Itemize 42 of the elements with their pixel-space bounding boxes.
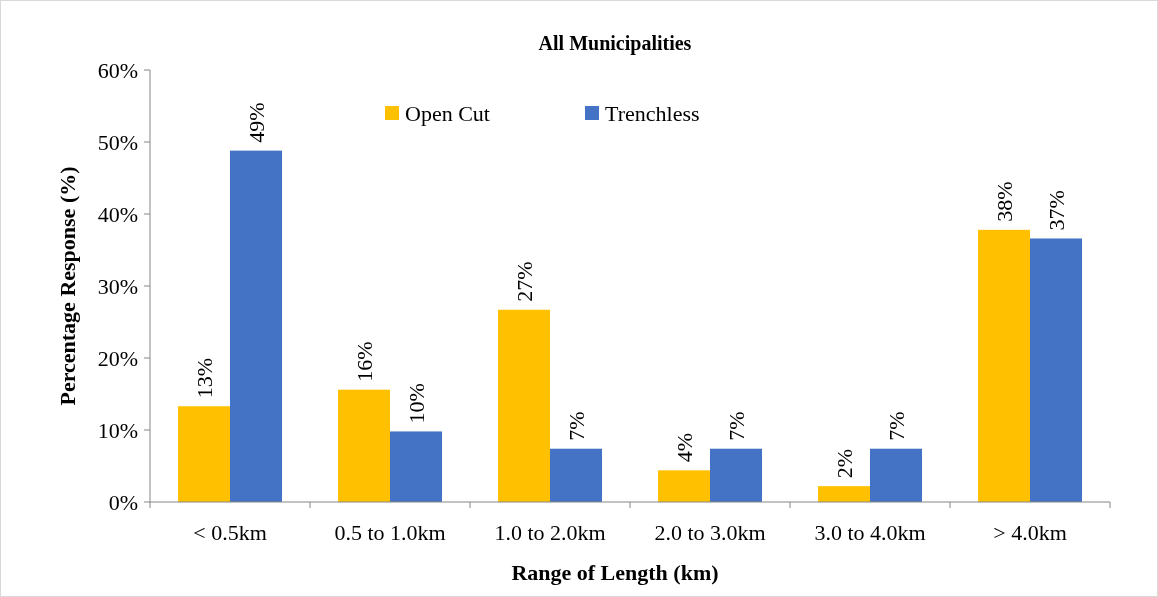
- data-label: 37%: [1044, 190, 1069, 231]
- legend-label: Open Cut: [405, 100, 490, 126]
- bar: [710, 448, 762, 502]
- data-label: 7%: [724, 411, 749, 441]
- data-label: 10%: [404, 383, 429, 424]
- data-label: 7%: [884, 411, 909, 441]
- bar: [178, 406, 230, 502]
- data-label: 7%: [564, 411, 589, 441]
- x-axis-title: Range of Length (km): [511, 560, 719, 585]
- x-tick-label: 2.0 to 3.0km: [654, 520, 766, 545]
- bar: [230, 150, 282, 502]
- y-tick-label: 40%: [97, 201, 138, 227]
- data-label: 16%: [352, 341, 377, 382]
- x-tick-label: 3.0 to 4.0km: [814, 520, 926, 545]
- data-label: 2%: [832, 448, 857, 479]
- x-tick-label: 0.5 to 1.0km: [334, 520, 446, 545]
- y-tick-label: 10%: [97, 417, 138, 443]
- data-label: 4%: [672, 432, 697, 463]
- bar: [818, 486, 870, 502]
- bar: [658, 470, 710, 502]
- bar: [1030, 238, 1082, 502]
- y-tick-label: 50%: [97, 129, 138, 155]
- y-tick-label: 30%: [97, 273, 138, 299]
- bar: [498, 309, 550, 502]
- data-label: 49%: [244, 102, 269, 143]
- bar: [870, 448, 922, 502]
- y-axis-title: Percentage Response (%): [55, 166, 80, 406]
- y-tick-label: 20%: [97, 345, 138, 371]
- bar: [390, 431, 442, 502]
- chart-title: All Municipalities: [538, 32, 692, 55]
- x-tick-label: 1.0 to 2.0km: [494, 520, 606, 545]
- x-tick-label: < 0.5km: [193, 520, 267, 545]
- x-tick-label: > 4.0km: [993, 520, 1067, 545]
- legend-label: Trenchless: [605, 100, 700, 126]
- data-label: 13%: [192, 357, 217, 399]
- data-label: 27%: [512, 261, 537, 302]
- bar: [338, 389, 390, 502]
- y-tick-label: 0%: [108, 489, 138, 515]
- bar: [550, 448, 602, 502]
- data-label: 38%: [992, 181, 1017, 222]
- y-tick-label: 60%: [97, 57, 138, 83]
- bar: [978, 229, 1030, 502]
